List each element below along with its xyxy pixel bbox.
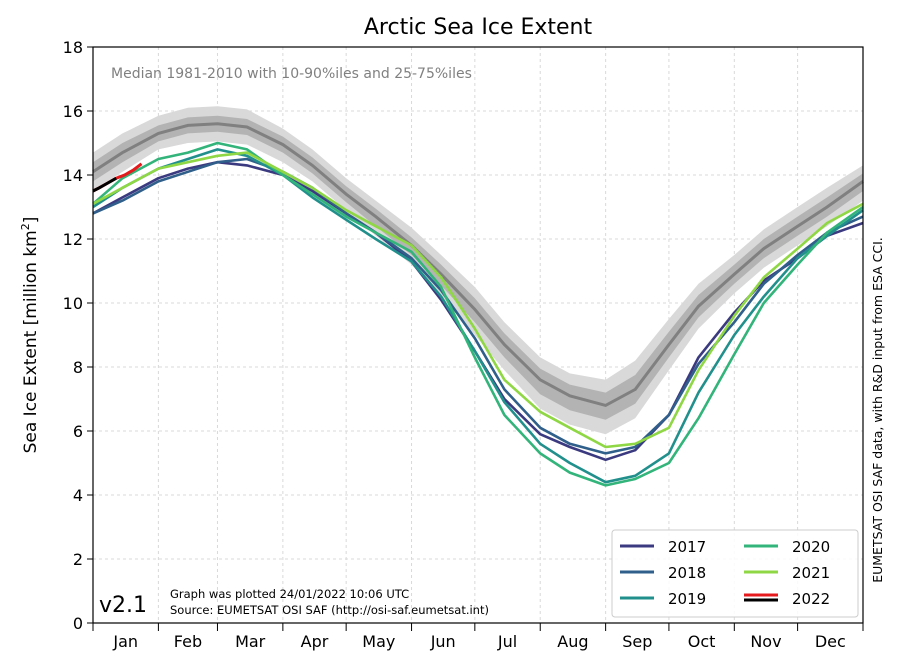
y-tick-label: 10	[63, 294, 83, 313]
x-month-label: Apr	[301, 632, 329, 651]
y-tick-label: 2	[73, 550, 83, 569]
legend-box	[611, 529, 859, 618]
y-axis-label: Sea Ice Extent [million km2]	[19, 217, 41, 454]
chart-title: Arctic Sea Ice Extent	[364, 15, 593, 40]
band-25-75	[93, 115, 863, 420]
y-tick-label: 4	[73, 486, 83, 505]
series-line-2019	[92, 148, 864, 484]
x-month-label: Jun	[430, 632, 456, 651]
legend-label-2018: 2018	[668, 564, 706, 582]
series-line-2020	[92, 141, 864, 487]
x-month-label: Mar	[235, 632, 266, 651]
x-month-label: Jul	[497, 632, 517, 651]
y-tick-label: 16	[63, 102, 83, 121]
series-line-2018	[92, 157, 864, 455]
x-month-label: Dec	[815, 632, 846, 651]
y-tick-label: 6	[73, 422, 83, 441]
median-line	[92, 122, 864, 408]
footnote-plotted: Graph was plotted 24/01/2022 10:06 UTC	[170, 587, 409, 601]
x-month-label: Feb	[174, 632, 202, 651]
chart-subtitle: Median 1981-2010 with 10-90%iles and 25-…	[111, 66, 472, 82]
plot-frame	[92, 46, 864, 624]
version-label: v2.1	[99, 593, 147, 618]
series-lines	[92, 122, 864, 487]
footnote-source: Source: EUMETSAT OSI SAF (http://osi-saf…	[170, 603, 489, 617]
series-line-2021	[92, 151, 864, 449]
x-month-label: Oct	[688, 632, 716, 651]
y-tick-label: 14	[63, 166, 83, 185]
x-month-label: Aug	[557, 632, 588, 651]
y-tick-label: 12	[63, 230, 83, 249]
series-line-2022	[92, 176, 117, 193]
x-month-label: May	[362, 632, 395, 651]
x-month-label: Nov	[750, 632, 781, 651]
y-axis-label-sup: 2	[19, 223, 32, 230]
y-axis: 0 2 4 6 8 10 12 14 16 18	[63, 38, 93, 633]
side-note: EUMETSAT OSI SAF data, with R&D input fr…	[870, 237, 885, 583]
legend-label-2022: 2022	[792, 590, 830, 608]
x-month-label: Sep	[622, 632, 652, 651]
y-tick-label: 18	[63, 38, 83, 57]
x-month-label: Jan	[112, 632, 138, 651]
y-tick-label: 8	[73, 358, 83, 377]
y-axis-label-main: Sea Ice Extent [million km	[21, 230, 41, 453]
legend-label-2019: 2019	[668, 590, 706, 608]
percentile-bands	[93, 106, 863, 435]
x-axis: Jan Feb Mar Apr May Jun Jul Aug Sep Oct Nov Dec	[92, 623, 864, 651]
legend: 2017 2018 2019 2020 2021 2022	[611, 529, 859, 618]
y-axis-label-end: ]	[21, 217, 41, 224]
legend-label-2017: 2017	[668, 538, 706, 556]
legend-label-2020: 2020	[792, 538, 830, 556]
y-tick-label: 0	[73, 614, 83, 633]
legend-label-2021: 2021	[792, 564, 830, 582]
